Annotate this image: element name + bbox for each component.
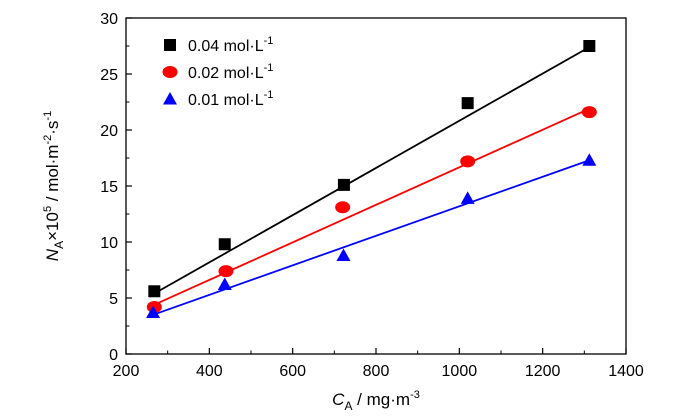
x-tick-label: 600 <box>279 363 306 380</box>
data-point <box>335 201 351 214</box>
data-point <box>582 153 597 166</box>
y-tick-label: 10 <box>100 235 118 252</box>
fit-line <box>153 46 590 295</box>
y-tick-label: 15 <box>100 179 118 196</box>
data-point <box>146 300 162 313</box>
x-tick-label: 800 <box>363 363 390 380</box>
legend-label: 0.02 mol·L-1 <box>188 62 273 82</box>
fit-lines <box>152 46 590 316</box>
legend-marker <box>163 92 177 105</box>
data-point <box>461 97 474 110</box>
x-ticks: 200 400 600 800 1000 1200 1400 <box>113 348 644 380</box>
x-axis-title: CA / mg·m-3 <box>332 389 420 413</box>
data-point <box>460 191 475 204</box>
y-tick-label: 25 <box>100 67 118 84</box>
data-point <box>146 305 161 319</box>
legend-marker <box>162 66 178 78</box>
data-point <box>148 285 161 298</box>
fit-line <box>153 107 590 306</box>
legend-marker <box>164 39 176 51</box>
x-tick-label: 1000 <box>442 363 478 380</box>
fit-line <box>152 159 590 316</box>
y-tick-label: 20 <box>100 123 118 140</box>
y-tick-label: 30 <box>100 11 118 28</box>
legend-label: 0.01 mol·L-1 <box>188 89 273 109</box>
data-point <box>336 248 351 261</box>
x-tick-label: 200 <box>113 363 140 380</box>
data-point <box>581 106 597 119</box>
data-point <box>218 265 234 278</box>
data-point <box>337 178 350 191</box>
legend-label: 0.04 mol·L-1 <box>188 35 273 55</box>
markers <box>146 40 597 319</box>
x-tick-label: 1200 <box>525 363 561 380</box>
y-ticks: 0 5 10 15 20 25 30 <box>100 11 132 364</box>
x-tick-label: 1400 <box>608 363 644 380</box>
data-point <box>583 40 596 52</box>
y-axis-title: NA×105 / mol·m-2·s-1 <box>42 111 66 261</box>
x-axis-label: CA / mg·m-3 <box>332 389 420 413</box>
legend: 0.04 mol·L-1 0.02 mol·L-1 0.01 mol·L-1 <box>162 35 273 109</box>
y-tick-label: 0 <box>109 347 118 364</box>
y-tick-label: 5 <box>109 291 118 308</box>
data-point <box>218 238 231 251</box>
x-tick-label: 400 <box>196 363 223 380</box>
y-axis-label: NA×105 / mol·m-2·s-1 <box>42 111 66 261</box>
data-point <box>460 155 476 168</box>
data-point <box>217 277 232 291</box>
